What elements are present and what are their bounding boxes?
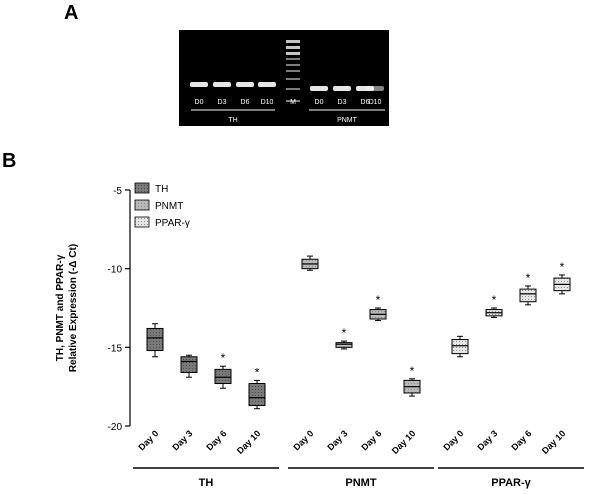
lane-label: D10 xyxy=(369,99,382,106)
lane-label: D0 xyxy=(195,99,204,106)
legend-swatch xyxy=(134,216,150,228)
legend-label: PPAR-γ xyxy=(155,218,190,229)
lane-label: D0 xyxy=(315,99,324,106)
gel-band xyxy=(213,82,231,87)
legend-label: PNMT xyxy=(155,201,183,212)
box xyxy=(335,342,353,348)
box xyxy=(180,356,198,374)
x-tick-label: Day 6 xyxy=(204,428,228,452)
x-tick-label: Day 10 xyxy=(390,428,418,456)
significance-marker: * xyxy=(526,271,531,285)
group-label: TH xyxy=(199,477,214,489)
box xyxy=(146,327,164,351)
ladder-band xyxy=(286,52,300,55)
x-tick-label: Day 10 xyxy=(235,428,263,456)
box xyxy=(519,288,537,303)
significance-marker: * xyxy=(410,364,415,378)
panel-a-label: A xyxy=(64,2,79,24)
x-tick-label: Day 3 xyxy=(325,428,349,452)
gel-group-label: TH xyxy=(228,117,237,124)
box-plot: -5 -10 -15 -20 TH, PNMT and PPAR-γ Relative E… xyxy=(55,182,584,489)
panel-b-label: B xyxy=(2,150,17,172)
x-tick-label: Day 3 xyxy=(475,428,499,452)
lane-label: D10 xyxy=(261,99,274,106)
gel-band xyxy=(333,86,351,91)
box xyxy=(451,338,469,355)
x-tick-label: Day 6 xyxy=(359,428,383,452)
lane-label: D6 xyxy=(241,99,250,106)
significance-marker: * xyxy=(492,293,497,307)
legend-label: TH xyxy=(155,184,168,195)
y-axis-label: Relative Expression (-Δ Ct) xyxy=(68,244,79,372)
group-label: PNMT xyxy=(345,477,376,489)
lane-label: D3 xyxy=(338,99,347,106)
gel-band xyxy=(236,82,254,87)
gel-group-label: PNMT xyxy=(337,117,358,124)
lane-label: D3 xyxy=(218,99,227,106)
y-axis-label: TH, PNMT and PPAR-γ xyxy=(55,254,66,361)
x-tick-label: Day 10 xyxy=(540,428,568,456)
significance-marker: * xyxy=(560,260,565,274)
x-tick-label: Day 0 xyxy=(291,428,315,452)
y-tick-label: -5 xyxy=(113,186,122,197)
gel-image: D0 D3 D6 D10 M D0 D3 D6 D10 TH PNMT xyxy=(179,30,389,126)
significance-marker: * xyxy=(221,351,226,365)
x-tick-label: Day 6 xyxy=(509,428,533,452)
ladder-band xyxy=(286,58,300,60)
significance-marker: * xyxy=(342,326,347,340)
x-tick-label: Day 3 xyxy=(170,428,194,452)
box xyxy=(248,383,266,407)
ladder-band xyxy=(286,40,300,43)
x-tick-label: Day 0 xyxy=(441,428,465,452)
ladder-band xyxy=(286,46,300,49)
x-tick-label: Day 0 xyxy=(136,428,160,452)
ladder-band xyxy=(286,70,300,72)
gel-band xyxy=(258,82,276,87)
legend-swatch xyxy=(134,182,150,194)
y-tick-label: -20 xyxy=(108,422,123,433)
significance-marker: * xyxy=(376,293,381,307)
gel-band xyxy=(366,86,384,91)
lane-label: D6 xyxy=(361,99,370,106)
lane-label: M xyxy=(290,99,296,106)
ladder-band xyxy=(286,64,300,66)
gel-band xyxy=(310,86,328,91)
group-label: PPAR-γ xyxy=(491,477,531,489)
y-tick-label: -15 xyxy=(108,343,123,354)
ladder-band xyxy=(286,78,300,80)
box xyxy=(214,368,232,385)
y-tick-label: -10 xyxy=(108,265,123,276)
ladder-band xyxy=(286,100,300,102)
significance-marker: * xyxy=(255,365,260,379)
legend-swatch xyxy=(134,199,150,211)
ladder-band xyxy=(286,88,300,90)
gel-band xyxy=(190,82,208,87)
